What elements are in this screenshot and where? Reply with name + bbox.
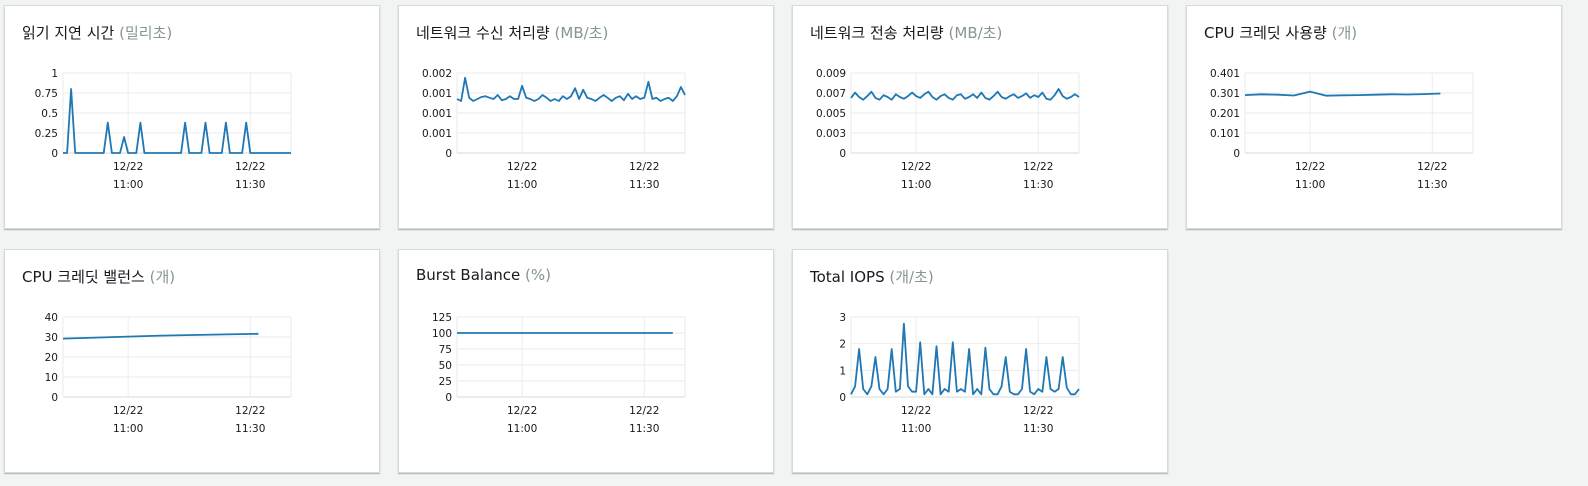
- x-tick-date-label: 12/22: [113, 161, 143, 173]
- series-line: [850, 88, 1080, 101]
- y-tick-label: 100: [432, 328, 452, 340]
- x-tick-date-label: 12/22: [1023, 161, 1053, 173]
- x-tick-date-label: 12/22: [507, 161, 537, 173]
- x-tick-date-label: 12/22: [629, 161, 659, 173]
- x-tick-date-label: 12/22: [235, 161, 265, 173]
- y-tick-label: 40: [45, 312, 58, 324]
- y-tick-label: 0.003: [816, 128, 846, 140]
- x-tick-time-label: 11:30: [1417, 179, 1447, 191]
- y-tick-label: 125: [432, 312, 452, 324]
- y-tick-label: 0.001: [422, 108, 452, 120]
- y-tick-label: 0: [445, 392, 452, 404]
- cpu-credit-balance-chart: 40 30 20 10 0 12/22 11:00 12/22 11:30: [45, 312, 292, 435]
- chart-card-network-in: 네트워크 수신 처리량 (MB/초) 0.002 0.001 0.001 0.001 0…: [398, 5, 774, 229]
- y-tick-label: 50: [439, 360, 452, 372]
- chart-title: 네트워크 수신 처리량 (MB/초): [416, 24, 609, 42]
- y-tick-label: 0.401: [1210, 68, 1240, 80]
- y-tick-label: 20: [45, 352, 58, 364]
- y-tick-label: 0: [445, 148, 452, 160]
- cpu-credit-usage-chart: 0.401 0.301 0.201 0.101 0 12/22 11:00 12/22 11:3…: [1210, 68, 1474, 191]
- x-tick-time-label: 11:00: [1295, 179, 1325, 191]
- chart-title: Burst Balance (%): [416, 266, 552, 284]
- x-tick-date-label: 12/22: [113, 405, 143, 417]
- y-tick-label: 0.007: [816, 88, 846, 100]
- x-tick-time-label: 11:30: [235, 179, 265, 191]
- x-tick-time-label: 11:00: [507, 179, 537, 191]
- read-latency-chart: 1 0.75 0.5 0.25 0 12/22 11:00 12/22 11:30: [35, 68, 292, 191]
- x-tick-time-label: 11:00: [901, 423, 931, 435]
- x-tick-time-label: 11:30: [629, 423, 659, 435]
- chart-title: 읽기 지연 시간 (밀리초): [22, 24, 173, 42]
- y-tick-label: 25: [439, 376, 452, 388]
- y-tick-label: 0.201: [1210, 108, 1240, 120]
- y-tick-label: 1: [51, 68, 58, 80]
- y-tick-label: 0: [51, 148, 58, 160]
- y-tick-label: 0.002: [422, 68, 452, 80]
- chart-card-cpu-credit-usage: CPU 크레딧 사용량 (개) 0.401 0.301 0.201 0.101 0 12/…: [1186, 5, 1562, 229]
- y-tick-label: 1: [839, 365, 846, 377]
- x-tick-date-label: 12/22: [507, 405, 537, 417]
- network-in-chart: 0.002 0.001 0.001 0.001 0 12/22 11:00 12/22 11:3…: [422, 68, 686, 191]
- x-tick-date-label: 12/22: [901, 161, 931, 173]
- y-tick-label: 0.75: [35, 88, 58, 100]
- y-tick-label: 0.009: [816, 68, 846, 80]
- chart-card-read-latency: 읽기 지연 시간 (밀리초) 1 0.75 0.5 0.25 0 12/22 11:00 12…: [4, 5, 380, 229]
- x-tick-date-label: 12/22: [1295, 161, 1325, 173]
- series-line: [63, 88, 291, 154]
- x-tick-time-label: 11:00: [113, 423, 143, 435]
- y-tick-label: 0: [1233, 148, 1240, 160]
- y-tick-label: 0.301: [1210, 88, 1240, 100]
- y-tick-label: 0.001: [422, 88, 452, 100]
- x-tick-date-label: 12/22: [629, 405, 659, 417]
- chart-title: Total IOPS (개/초): [810, 268, 934, 286]
- x-tick-time-label: 11:00: [507, 423, 537, 435]
- y-tick-label: 0.5: [41, 108, 58, 120]
- y-tick-label: 3: [839, 312, 846, 324]
- x-tick-time-label: 11:00: [901, 179, 931, 191]
- y-tick-label: 0.001: [422, 128, 452, 140]
- chart-card-burst-balance: Burst Balance (%) 125 100 75 50 25 0 12/22 11:0…: [398, 249, 774, 473]
- y-tick-label: 0: [51, 392, 58, 404]
- y-tick-label: 0: [839, 148, 846, 160]
- chart-title: 네트워크 전송 처리량 (MB/초): [810, 24, 1003, 42]
- y-tick-label: 2: [839, 339, 846, 351]
- x-tick-date-label: 12/22: [1417, 161, 1447, 173]
- x-tick-time-label: 11:30: [1023, 423, 1053, 435]
- y-tick-label: 75: [439, 344, 452, 356]
- series-line: [456, 76, 686, 102]
- total-iops-chart: 3 2 1 0 12/22 11:00 12/22 11:30: [839, 312, 1080, 435]
- network-out-chart: 0.009 0.007 0.005 0.003 0 12/22 11:00 12/22 11:3…: [816, 68, 1080, 191]
- burst-balance-chart: 125 100 75 50 25 0 12/22 11:00 12/22 11:30: [432, 312, 686, 435]
- series-line: [850, 322, 1080, 396]
- y-tick-label: 0: [839, 392, 846, 404]
- x-tick-time-label: 11:30: [235, 423, 265, 435]
- chart-title: CPU 크레딧 사용량 (개): [1204, 24, 1358, 42]
- chart-card-network-out: 네트워크 전송 처리량 (MB/초) 0.009 0.007 0.005 0.003 0…: [792, 5, 1168, 229]
- y-tick-label: 0.25: [35, 128, 58, 140]
- x-tick-date-label: 12/22: [235, 405, 265, 417]
- series-line: [1244, 90, 1441, 97]
- chart-card-total-iops: Total IOPS (개/초) 3 2 1 0 12/22 11:00 12/22 11:3…: [792, 249, 1168, 473]
- x-tick-date-label: 12/22: [1023, 405, 1053, 417]
- y-tick-label: 10: [45, 372, 58, 384]
- x-tick-time-label: 11:30: [629, 179, 659, 191]
- x-tick-time-label: 11:30: [1023, 179, 1053, 191]
- x-tick-date-label: 12/22: [901, 405, 931, 417]
- chart-card-cpu-credit-balance: CPU 크레딧 밸런스 (개) 40 30 20 10 0 12/22 11:00 12/22…: [4, 249, 380, 473]
- series-line: [62, 332, 259, 340]
- y-tick-label: 30: [45, 332, 58, 344]
- x-tick-time-label: 11:00: [113, 179, 143, 191]
- chart-title: CPU 크레딧 밸런스 (개): [22, 268, 176, 286]
- y-tick-label: 0.101: [1210, 128, 1240, 140]
- y-tick-label: 0.005: [816, 108, 846, 120]
